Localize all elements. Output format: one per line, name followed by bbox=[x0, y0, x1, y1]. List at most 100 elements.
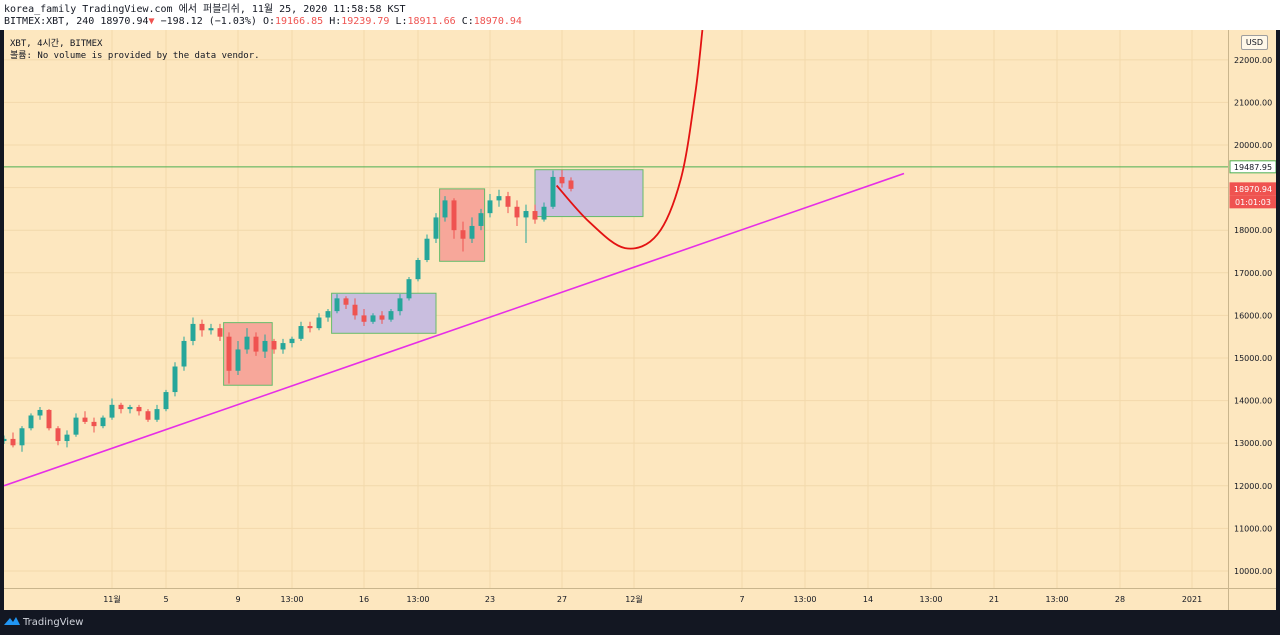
time-tick-label: 14 bbox=[863, 595, 873, 604]
candle-body bbox=[28, 415, 34, 429]
price-tick-label: 20000.00 bbox=[1234, 141, 1272, 150]
candle-body bbox=[208, 328, 214, 331]
price-tick-label: 11000.00 bbox=[1234, 524, 1272, 533]
candle-body bbox=[487, 200, 493, 214]
time-tick-label: 2021 bbox=[1182, 595, 1202, 604]
time-tick-label: 13:00 bbox=[280, 595, 303, 604]
time-tick-label: 27 bbox=[557, 595, 567, 604]
candle-body bbox=[298, 326, 304, 339]
last-price: 18970.94 bbox=[100, 16, 149, 27]
candle-body bbox=[316, 317, 322, 329]
symbol-info: BITMEX:XBT, 240 bbox=[4, 16, 95, 27]
candle-body bbox=[478, 213, 484, 226]
highlight-box-purple bbox=[331, 292, 437, 334]
candle-body bbox=[397, 298, 403, 312]
candle-body bbox=[289, 338, 295, 344]
currency-button[interactable]: USD bbox=[1240, 35, 1268, 50]
chart-legend: XBT, 4시간, BITMEX 볼륨: No volume is provid… bbox=[10, 38, 260, 62]
time-tick-label: 7 bbox=[739, 595, 744, 604]
time-tick-label: 28 bbox=[1115, 595, 1125, 604]
time-tick-label: 11월 bbox=[103, 594, 121, 604]
candle-body bbox=[451, 200, 457, 231]
price-label-current-text: 18970.94 bbox=[1234, 185, 1272, 194]
price-label-countdown-text: 01:01:03 bbox=[1235, 198, 1271, 207]
time-tick-label: 13:00 bbox=[919, 595, 942, 604]
candle-body bbox=[55, 428, 61, 442]
candle-body bbox=[172, 366, 178, 393]
price-label-current bbox=[1229, 182, 1276, 196]
time-tick-label: 5 bbox=[163, 595, 168, 604]
candle-body bbox=[217, 328, 223, 337]
low-value: 18911.66 bbox=[407, 16, 456, 27]
price-tick-label: 21000.00 bbox=[1234, 98, 1272, 107]
candle-body bbox=[127, 406, 133, 410]
candle-body bbox=[568, 180, 574, 189]
legend-volume: 볼륨: No volume is provided by the data ve… bbox=[10, 51, 260, 61]
time-tick-label: 9 bbox=[235, 595, 240, 604]
candle-body bbox=[388, 311, 394, 320]
candle-body bbox=[145, 411, 151, 420]
close-label: C: bbox=[461, 16, 474, 27]
candle-body bbox=[325, 311, 331, 318]
publish-info: korea_family TradingView.com 에서 퍼블리쉬, 11… bbox=[4, 4, 406, 15]
high-label: H: bbox=[329, 16, 342, 27]
tradingview-brand[interactable]: TradingView bbox=[4, 616, 83, 629]
candle-body bbox=[532, 211, 538, 220]
open-label: O: bbox=[262, 16, 275, 27]
candle-body bbox=[514, 206, 520, 218]
candle-body bbox=[505, 196, 511, 207]
tradingview-logo-icon bbox=[4, 617, 20, 625]
candle-body bbox=[352, 304, 358, 316]
candle-body bbox=[100, 417, 106, 427]
highlight-box-red bbox=[223, 322, 273, 386]
candle-body bbox=[361, 315, 367, 322]
candle-body bbox=[244, 336, 250, 350]
price-tick-label: 15000.00 bbox=[1234, 354, 1272, 363]
price-chart[interactable]: 10000.00 11000.00 12000.00 13000.00 14000.00… bbox=[4, 30, 1276, 610]
candle-body bbox=[334, 298, 340, 312]
footer-bar: TradingView bbox=[0, 610, 1280, 635]
brand-label: TradingView bbox=[23, 617, 84, 628]
chart-header: korea_family TradingView.com 에서 퍼블리쉬, 11… bbox=[0, 0, 1280, 30]
price-tick-label: 16000.00 bbox=[1234, 311, 1272, 320]
candle-body bbox=[433, 217, 439, 239]
candle-body bbox=[262, 340, 268, 352]
time-tick-label: 13:00 bbox=[793, 595, 816, 604]
candle-body bbox=[235, 349, 241, 371]
price-change: −198.12 (−1.03%) bbox=[160, 16, 257, 27]
candle-body bbox=[181, 340, 187, 367]
open-value: 19166.85 bbox=[274, 16, 324, 27]
down-arrow-icon: ▼ bbox=[148, 16, 155, 27]
candle-body bbox=[280, 343, 286, 350]
candle-body bbox=[64, 434, 70, 442]
candle-body bbox=[424, 238, 430, 261]
candle-body bbox=[307, 326, 313, 329]
price-label-level bbox=[1229, 160, 1276, 174]
time-tick-label: 21 bbox=[989, 595, 999, 604]
candle-body bbox=[91, 421, 97, 427]
candle-body bbox=[523, 211, 529, 218]
candle-body bbox=[550, 176, 556, 207]
price-tick-label: 14000.00 bbox=[1234, 397, 1272, 406]
candle-body bbox=[253, 336, 259, 352]
ohlc-info: BITMEX:XBT, 240 18970.94▼ −198.12 (−1.03… bbox=[4, 16, 522, 28]
price-tick-label: 12000.00 bbox=[1234, 482, 1272, 491]
projection-curve bbox=[555, 30, 704, 250]
candle-body bbox=[442, 200, 448, 218]
highlight-box-red bbox=[439, 188, 486, 262]
high-value: 19239.79 bbox=[341, 16, 390, 27]
time-tick-label: 12월 bbox=[625, 594, 643, 604]
time-tick-label: 13:00 bbox=[1045, 595, 1068, 604]
candle-body bbox=[370, 315, 376, 322]
price-tick-label: 22000.00 bbox=[1234, 56, 1272, 65]
support-trendline bbox=[4, 172, 905, 487]
candle-body bbox=[271, 340, 277, 350]
chart-area[interactable]: 10000.00 11000.00 12000.00 13000.00 14000.00… bbox=[4, 30, 1276, 610]
candle-body bbox=[37, 409, 43, 416]
candle-body bbox=[496, 196, 502, 201]
price-label-countdown bbox=[1229, 195, 1276, 209]
price-tick-label: 10000.00 bbox=[1234, 567, 1272, 576]
candle-body bbox=[559, 176, 565, 184]
candle-body bbox=[82, 417, 88, 422]
candle-body bbox=[379, 315, 385, 320]
